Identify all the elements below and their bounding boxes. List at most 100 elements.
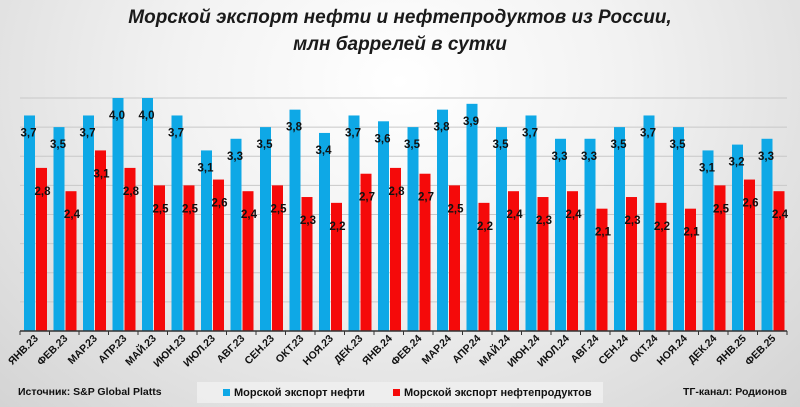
source-note: Источник: S&P Global Platts [18, 386, 162, 398]
bar-oil [437, 109, 448, 332]
legend-label-oil: Морской экспорт нефти [234, 386, 365, 399]
bar-products [124, 167, 136, 331]
bar-oil [348, 115, 360, 331]
value-label: 3,7 [522, 127, 538, 139]
x-tick-label: АВГ.23 [215, 333, 248, 366]
bar-products [331, 202, 342, 331]
bar-products [685, 208, 696, 331]
value-label: 2,3 [300, 215, 316, 227]
value-label: 3,3 [227, 151, 243, 163]
value-label: 3,1 [699, 162, 716, 174]
value-label: 2,5 [182, 203, 199, 215]
bar-oil [584, 138, 596, 331]
value-label: 3,3 [552, 151, 568, 163]
x-tick-label: ЯНВ.24 [360, 333, 395, 368]
bar-products [95, 150, 106, 331]
bar-oil [673, 127, 684, 331]
value-label: 3,7 [640, 127, 656, 139]
legend-label-products: Морской экспорт нефтепродуктов [403, 386, 592, 399]
legend-swatch-products [392, 389, 400, 396]
bar-products [508, 191, 519, 331]
value-label: 2,5 [271, 203, 288, 215]
x-tick-label: ЯНВ.25 [714, 333, 749, 368]
value-label: 2,8 [389, 186, 406, 198]
x-tick-label: ИЮЛ.23 [181, 333, 218, 370]
value-label: 2,4 [772, 209, 789, 221]
x-tick-label: ЯНВ.23 [6, 333, 41, 368]
bar-products [655, 202, 667, 331]
value-label: 2,3 [536, 215, 552, 227]
bar-products [419, 173, 431, 331]
bar-products [478, 202, 490, 331]
channel-credit: ТГ-канал: Родионов [683, 386, 787, 398]
bar-oil [643, 115, 655, 331]
legend-item-products: Морской экспорт нефтепродуктов [392, 386, 592, 399]
bar-products [154, 185, 165, 331]
value-label: 3,5 [257, 139, 274, 151]
x-tick-label: ДЕК.24 [686, 333, 720, 367]
value-label: 2,4 [64, 209, 81, 221]
bar-oil [496, 127, 507, 331]
value-label: 3,7 [168, 127, 184, 139]
bar-products [36, 167, 47, 331]
value-label: 3,5 [50, 139, 67, 151]
bar-oil [201, 150, 212, 331]
bar-products [449, 185, 460, 331]
bar-oil [702, 150, 714, 331]
value-label: 2,5 [448, 203, 465, 215]
x-tick-label: МАР.23 [66, 333, 100, 367]
value-label: 2,2 [477, 221, 493, 233]
x-tick-label: НОЯ.23 [301, 333, 336, 368]
bar-oil [230, 138, 242, 331]
value-label: 3,2 [729, 157, 745, 169]
bar-oil [171, 115, 183, 331]
bar-oil [525, 115, 537, 331]
bar-products [65, 191, 77, 331]
value-label: 3,9 [463, 116, 479, 128]
value-label: 3,1 [94, 168, 111, 180]
value-label: 2,1 [595, 227, 612, 239]
value-label: 2,6 [743, 198, 759, 210]
value-label: 2,3 [625, 215, 641, 227]
value-label: 2,7 [359, 192, 375, 204]
legend-swatch-oil [223, 389, 230, 396]
bar-products [596, 208, 608, 331]
bar-oil [555, 138, 566, 331]
value-label: 3,3 [581, 151, 597, 163]
chart-title: Морской экспорт нефти и нефтепродуктов и… [0, 4, 800, 58]
value-label: 2,5 [713, 203, 730, 215]
value-label: 4,0 [109, 110, 125, 122]
value-label: 3,1 [198, 162, 215, 174]
value-label: 2,4 [566, 209, 583, 221]
value-label: 4,0 [139, 110, 155, 122]
title-line-2: млн баррелей в сутки [293, 34, 507, 55]
value-label: 3,5 [611, 139, 628, 151]
value-label: 2,4 [241, 209, 258, 221]
bar-oil [319, 132, 330, 331]
bar-oil [378, 121, 389, 331]
bar-products [301, 197, 313, 331]
x-tick-label: АВГ.24 [569, 333, 602, 366]
x-tick-label: ФЕВ.24 [389, 333, 425, 369]
value-label: 3,8 [434, 122, 451, 134]
bar-products [744, 179, 755, 331]
bar-oil [142, 98, 153, 331]
bar-oil [289, 109, 301, 332]
value-label: 3,5 [404, 139, 421, 151]
x-tick-label: МАР.24 [420, 333, 454, 367]
value-label: 3,7 [80, 127, 96, 139]
bar-oil [260, 127, 271, 331]
bar-products [567, 191, 578, 331]
bar-products [626, 197, 637, 331]
value-label: 3,5 [670, 139, 687, 151]
value-label: 3,7 [21, 127, 37, 139]
x-tick-label: ИЮН.24 [505, 333, 542, 370]
bar-oil [83, 115, 94, 331]
bar-products [537, 197, 549, 331]
bar-products [183, 185, 195, 331]
x-tick-label: СЕН.23 [242, 333, 277, 368]
bar-products [773, 191, 785, 331]
x-tick-label: ДЕК.23 [332, 333, 366, 367]
value-label: 3,7 [345, 127, 361, 139]
